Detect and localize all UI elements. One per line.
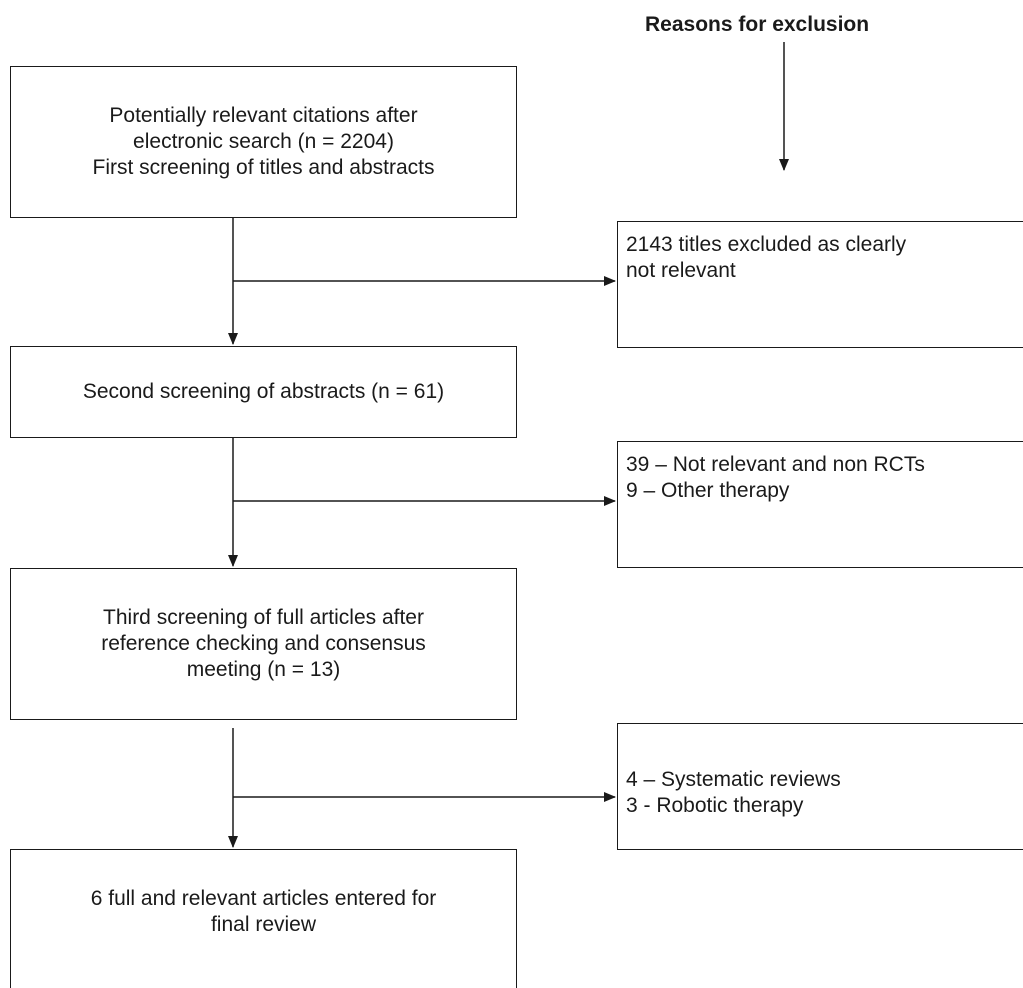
step-1-line-2: electronic search (n = 2204): [133, 130, 394, 153]
exclusion-box-1: 2143 titles excluded as clearly not rele…: [617, 221, 1023, 348]
exclusion-1-line-1: 2143 titles excluded as clearly: [626, 233, 907, 256]
step-box-4-final-review: 6 full and relevant articles entered for…: [10, 849, 517, 988]
step-1-line-1: Potentially relevant citations after: [109, 104, 418, 127]
step-box-1-initial-search: Potentially relevant citations after ele…: [10, 66, 517, 218]
exclusion-3-line-1: 4 – Systematic reviews: [626, 768, 841, 791]
step-box-2-abstract-screening: Second screening of abstracts (n = 61): [10, 346, 517, 438]
step-3-line-1: Third screening of full articles after: [103, 606, 424, 629]
exclusion-2-line-2: 9 – Other therapy: [626, 479, 790, 502]
exclusion-box-3: 4 – Systematic reviews 3 - Robotic thera…: [617, 723, 1023, 850]
step-2-line-1: Second screening of abstracts (n = 61): [82, 380, 445, 403]
step-3-line-2: reference checking and consensus: [101, 632, 426, 655]
step-4-line-2: final review: [210, 913, 317, 936]
exclusion-3-line-2: 3 - Robotic therapy: [626, 794, 804, 817]
step-box-3-full-article-screening: Third screening of full articles after r…: [10, 568, 517, 720]
reasons-for-exclusion-header: Reasons for exclusion: [645, 13, 870, 36]
exclusion-2-line-1: 39 – Not relevant and non RCTs: [626, 453, 925, 476]
step-4-line-1: 6 full and relevant articles entered for: [90, 887, 437, 910]
exclusion-box-2: 39 – Not relevant and non RCTs 9 – Other…: [617, 441, 1023, 568]
step-1-line-3: First screening of titles and abstracts: [92, 156, 435, 179]
step-3-line-3: meeting (n = 13): [186, 658, 341, 681]
exclusion-1-line-2: not relevant: [626, 259, 736, 282]
